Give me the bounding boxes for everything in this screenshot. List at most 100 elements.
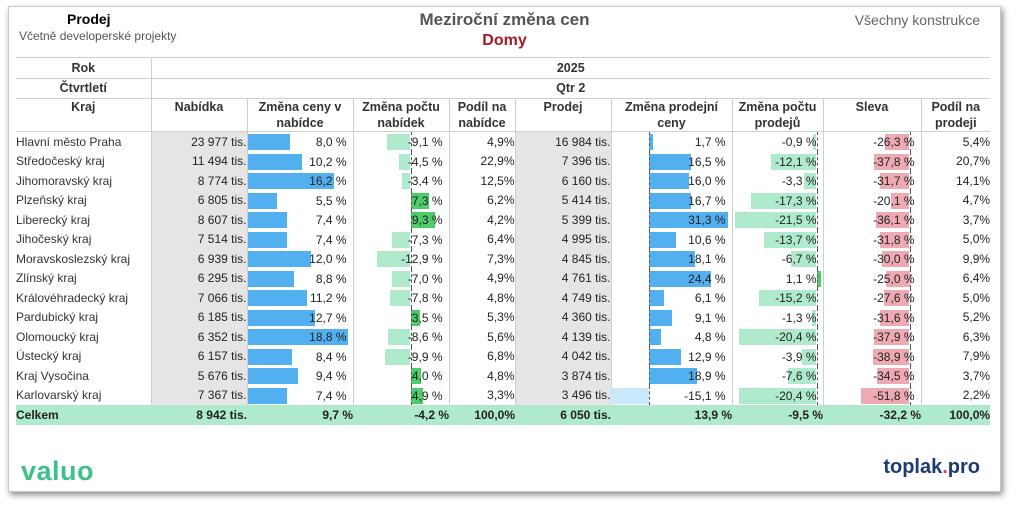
cell-podil-prodej: 4,7%: [962, 193, 991, 208]
total-cell-kraj: Celkem: [16, 405, 151, 425]
bar-value-label: -26,3 %: [873, 135, 915, 149]
cell-kraj: Karlovarský kraj: [16, 385, 152, 405]
bar-value-label: -51,8 %: [873, 388, 915, 403]
bar-zmena-poctu: [392, 270, 411, 287]
cell-zmena-ceny: 12,0 %: [247, 249, 354, 269]
zero-axis: [648, 132, 650, 152]
report-subtitle: Domy: [482, 32, 527, 49]
column-header-podil-prodej: Podíl na prodeji: [921, 98, 991, 132]
bar-sleva: [881, 251, 910, 267]
zero-axis: [816, 385, 818, 405]
bar-value-label: -20,1 %: [873, 193, 915, 208]
zero-axis: [909, 346, 911, 366]
total-cell-zmena-prodeju: -9,5 %: [732, 405, 823, 425]
cell-kraj: Jihočeský kraj: [16, 229, 152, 249]
zero-axis: [909, 249, 911, 269]
cell-kraj: Ústecký kraj: [16, 346, 152, 366]
cell-zmena-prodejni: 18,9 %: [611, 366, 733, 386]
bar-sleva: [877, 368, 910, 384]
bar-zmena-prodejni: [648, 153, 691, 170]
cell-podil-prodej: 6,3%: [962, 329, 991, 344]
cell-prodej: 4 995 tis.: [515, 229, 612, 249]
bar-sleva: [885, 134, 910, 150]
bar-zmena-ceny: [247, 251, 312, 267]
zero-axis: [410, 132, 412, 152]
cell-zmena-poctu: -8,6 %: [353, 327, 450, 347]
table-row: Plzeňský kraj 6 805 tis. 5,5 % 7,3 % 6,2% 5 4…: [16, 190, 991, 210]
bar-value-label: -38,9 %: [873, 349, 915, 364]
cell-zmena-poctu: -7,0 %: [353, 268, 450, 288]
cell-zmena-ceny: 5,5 %: [247, 190, 354, 210]
bar-value-label: 9,4 %: [315, 369, 347, 383]
cell-zmena-prodejni: 6,1 %: [611, 288, 733, 308]
zero-axis: [648, 366, 650, 386]
cell-podil-nabidka: 4,9%: [449, 131, 516, 152]
cell-zmena-poctu: -7,3 %: [353, 229, 450, 249]
cell-podil-nabidka: 6,4%: [449, 229, 516, 249]
cell-sleva: -51,8 %: [823, 385, 922, 405]
bar-zmena-prodeju: [813, 134, 817, 150]
cell-podil-nabidka: 6,8%: [449, 346, 516, 366]
bar-zmena-prodeju: [734, 212, 817, 228]
cell-zmena-ceny: 8,0 %: [247, 131, 354, 152]
cell-prodej: 6 160 tis.: [515, 171, 612, 191]
cell-podil-prodej: 14,1%: [956, 173, 991, 188]
cell-nabidka: 7 066 tis.: [151, 288, 248, 308]
total-cell-prodej: 6 050 tis.: [515, 405, 611, 425]
bar-zmena-prodejni: [648, 309, 672, 326]
zero-axis: [816, 171, 818, 191]
bar-sleva: [875, 212, 910, 228]
bar-value-label: -31,8 %: [873, 232, 915, 247]
bar-sleva: [886, 270, 910, 287]
cell-podil-prodej: 9,9%: [962, 251, 991, 266]
zero-axis: [410, 268, 412, 288]
cell-podil-nabidka: 22,9%: [449, 151, 516, 171]
zero-axis: [648, 307, 650, 327]
cell-zmena-poctu: -7,8 %: [353, 288, 450, 308]
bar-value-label: -25,0 %: [873, 271, 915, 286]
zero-axis: [909, 307, 911, 327]
cell-podil-nabidka: 4,8%: [449, 288, 516, 308]
bar-value-label: -9,1 %: [407, 135, 443, 149]
bar-value-label: 7,4 %: [315, 232, 347, 247]
bar-zmena-ceny: [247, 348, 293, 365]
table-row: Jihomoravský kraj 8 774 tis. 16,2 % -3,4 % 1…: [16, 171, 990, 191]
cell-podil-prodej: 6,4%: [962, 271, 991, 286]
column-header-zmena-ceny: Změna ceny v nabídce: [247, 98, 354, 132]
cell-nabidka: 6 157 tis.: [151, 346, 248, 366]
bar-zmena-poctu: [410, 368, 421, 384]
cell-zmena-poctu: 9,3 %: [353, 210, 450, 230]
bar-zmena-prodejni: [648, 173, 690, 189]
cell-zmena-prodeju: -17,3 %: [732, 190, 824, 210]
cell-prodej: 3 496 tis.: [515, 385, 612, 405]
cell-zmena-prodeju: -15,2 %: [732, 288, 824, 308]
zero-axis: [410, 229, 412, 249]
toplak-logo-suffix: pro: [947, 456, 980, 478]
zero-axis: [816, 268, 818, 288]
cell-prodej: 7 396 tis.: [515, 151, 612, 171]
table-row: Ústecký kraj 6 157 tis. 8,4 % -9,9 % 6,8% 4 0…: [16, 346, 990, 366]
bar-value-label: 7,3 %: [411, 193, 443, 208]
bar-zmena-ceny: [247, 134, 291, 150]
toplak-logo-dot: .: [942, 456, 948, 478]
cell-zmena-prodejni: 10,6 %: [611, 229, 733, 249]
table-row: Kraj Vysočina 5 676 tis. 9,4 % 4,0 % 4,8% 3 8…: [16, 366, 990, 386]
bar-value-label: -20,4 %: [775, 388, 817, 403]
bar-value-label: 16,2 %: [309, 174, 347, 188]
construction-filter-label: Všechny konstrukce: [854, 12, 980, 28]
bar-zmena-prodejni: [648, 251, 695, 267]
zero-axis: [410, 210, 412, 230]
bar-value-label: 1,7 %: [694, 135, 726, 149]
bar-value-label: 12,7 %: [309, 310, 347, 325]
cell-kraj: Královéhradecký kraj: [16, 288, 152, 308]
header-center: Meziroční změna cen Domy: [9, 10, 1000, 50]
cell-podil-prodej: 5,4%: [962, 134, 991, 149]
bar-zmena-poctu: [410, 212, 435, 228]
cell-nabidka: 8 774 tis.: [151, 171, 248, 191]
bar-zmena-prodeju: [816, 270, 821, 287]
cell-nabidka: 8 607 tis.: [151, 210, 248, 230]
bar-value-label: -6,7 %: [781, 252, 817, 266]
cell-zmena-prodejni: 16,7 %: [611, 190, 733, 210]
cell-podil-nabidka: 4,8%: [449, 366, 516, 386]
bar-zmena-prodeju: [738, 329, 817, 345]
